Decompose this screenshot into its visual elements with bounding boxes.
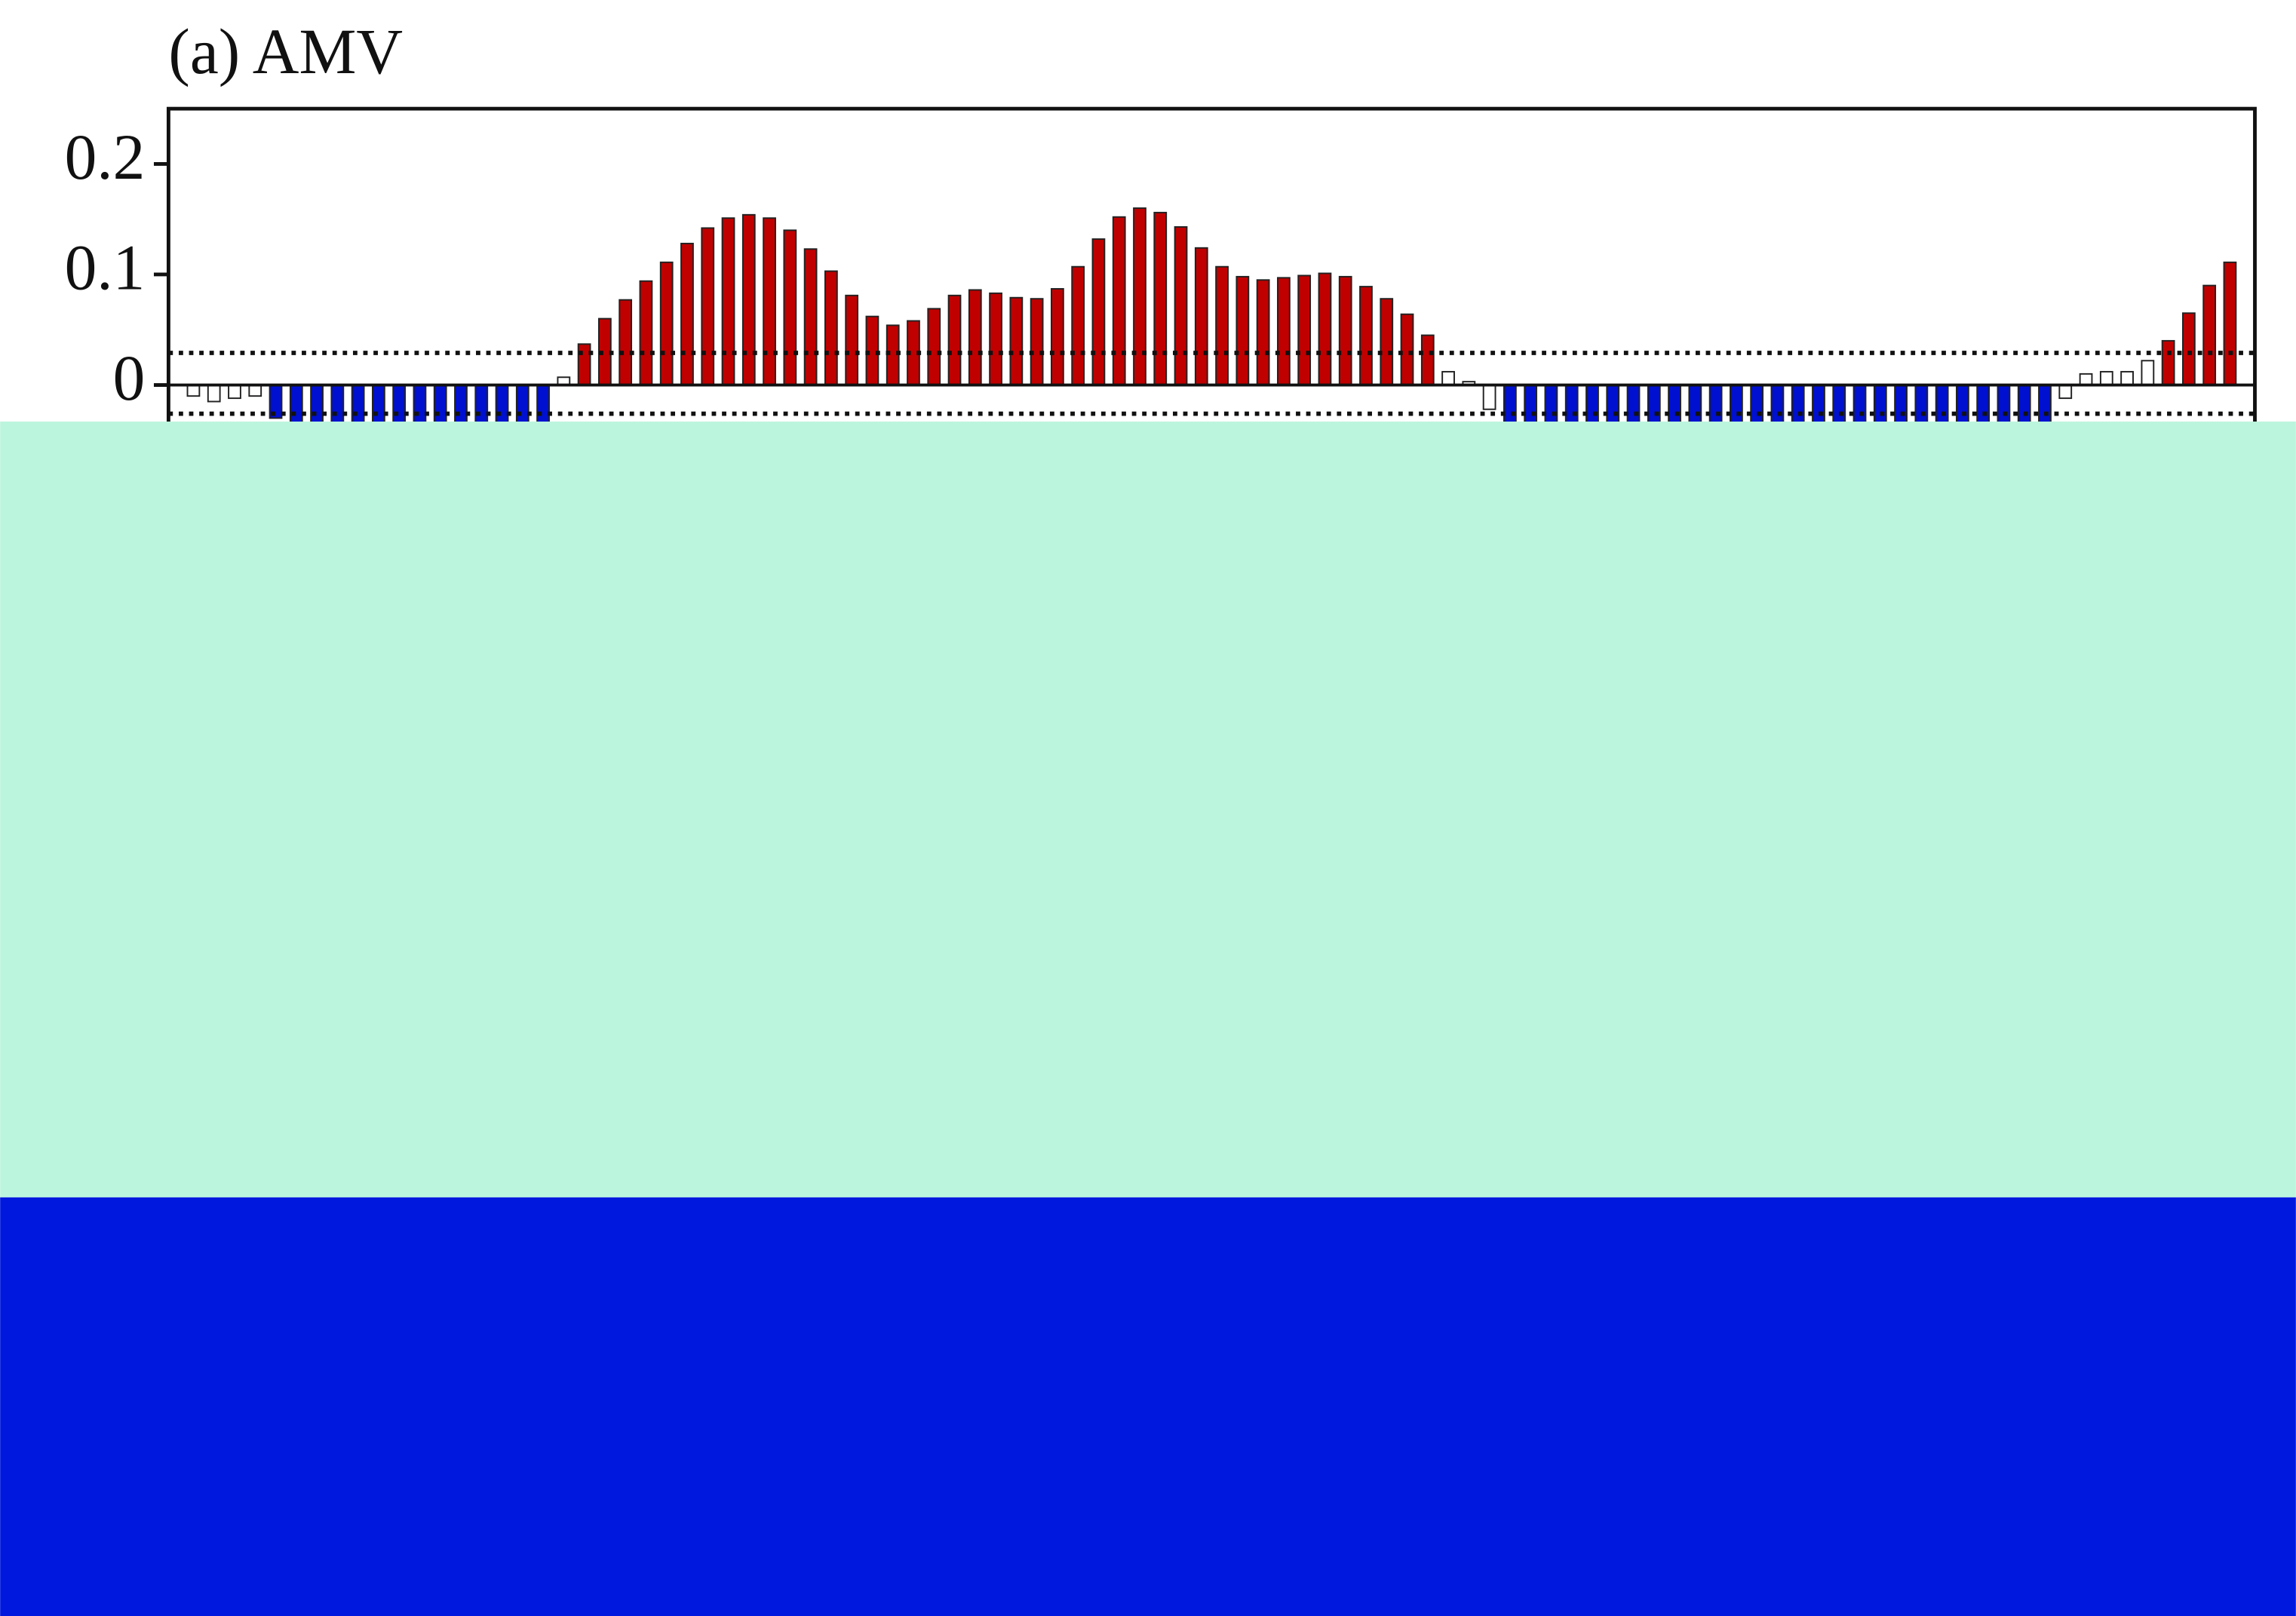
bar <box>1400 313 1414 386</box>
bar <box>989 292 1002 386</box>
bar <box>1174 225 1188 386</box>
bar <box>228 384 241 400</box>
bar <box>741 213 756 386</box>
image-artifact <box>0 1197 2296 1616</box>
bar <box>1441 370 1455 386</box>
bar <box>1071 265 1085 386</box>
bar <box>1297 274 1312 386</box>
bar <box>2079 373 2093 386</box>
bar <box>1009 296 1024 386</box>
bar <box>1112 216 1126 386</box>
bar <box>2161 339 2175 386</box>
bar <box>763 217 776 386</box>
bar <box>865 315 879 386</box>
bar <box>886 324 900 386</box>
bar <box>639 280 653 386</box>
bar <box>2099 370 2113 386</box>
bar <box>1380 298 1394 386</box>
bar <box>1420 334 1435 386</box>
bar <box>1256 279 1270 386</box>
bar <box>2141 360 2155 386</box>
y-tick-label: 0.1 <box>65 233 146 304</box>
bar <box>1318 272 1332 386</box>
bar <box>2202 284 2217 386</box>
bar <box>927 308 941 386</box>
bar <box>248 384 262 397</box>
bar <box>1482 384 1496 410</box>
bar <box>947 294 962 386</box>
bar <box>968 289 982 386</box>
bar <box>824 270 838 386</box>
bar <box>577 343 591 386</box>
chart-title: (a) AMV <box>168 17 403 87</box>
bar <box>2120 370 2134 386</box>
bar <box>1030 298 1044 386</box>
image-artifact <box>0 422 2296 1197</box>
bar <box>680 242 694 386</box>
bar <box>803 248 818 386</box>
bar <box>1051 288 1064 386</box>
bar <box>1194 247 1208 386</box>
bar <box>1153 211 1168 386</box>
bar <box>721 217 735 386</box>
bar <box>701 227 715 386</box>
bar <box>1235 275 1250 386</box>
bar <box>659 261 674 386</box>
bar <box>2223 261 2237 386</box>
bar <box>1359 286 1373 386</box>
bar <box>207 384 221 403</box>
bar <box>2182 312 2196 386</box>
y-tick-label: 0.2 <box>65 122 146 193</box>
bar <box>1133 207 1146 386</box>
bar <box>2058 384 2073 400</box>
bar <box>1277 277 1291 386</box>
bar <box>1215 265 1229 386</box>
bar <box>619 299 633 386</box>
bar <box>845 294 859 386</box>
bar <box>1091 238 1106 386</box>
y-tick-label: 0 <box>113 343 146 414</box>
bar <box>186 384 201 397</box>
bar <box>1338 275 1352 386</box>
bar <box>783 229 797 386</box>
